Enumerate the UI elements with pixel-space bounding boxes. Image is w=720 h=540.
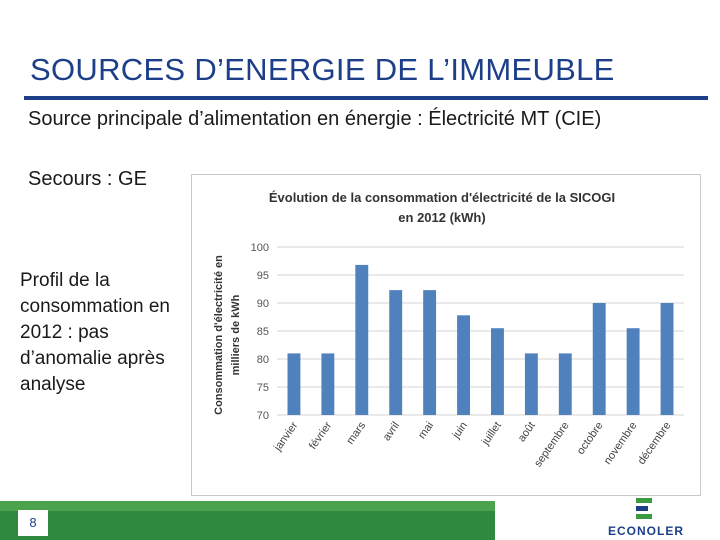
slide-title: SOURCES D’ENERGIE DE L’IMMEUBLE <box>30 52 615 87</box>
footer-bar-accent <box>0 501 495 511</box>
chart-bar <box>558 353 572 415</box>
energy-source-text: Source principale d’alimentation en éner… <box>28 108 602 130</box>
chart-xtick-label: juin <box>450 420 470 442</box>
chart-ytick-label: 100 <box>251 242 269 254</box>
chart-xtick-label: novembre <box>602 420 640 467</box>
chart-bar <box>355 264 369 415</box>
chart-bar <box>423 290 437 415</box>
chart-canvas: Évolution de la consommation d'électrici… <box>213 190 684 469</box>
econoler-logo: ECONOLER <box>580 496 710 540</box>
title-divider <box>24 96 708 100</box>
chart-ytick-label: 95 <box>257 270 269 282</box>
chart-bar <box>524 353 538 415</box>
consumption-chart: Évolution de la consommation d'électrici… <box>191 174 701 496</box>
chart-ytick-label: 90 <box>257 298 269 310</box>
chart-bar <box>287 353 301 415</box>
chart-ylabel-line: Consommation d'électricité en <box>213 255 225 415</box>
logo-text: ECONOLER <box>607 524 684 538</box>
chart-ytick-label: 80 <box>257 354 269 366</box>
chart-xtick-label: septembre <box>532 420 572 469</box>
chart-title-line: Évolution de la consommation d'électrici… <box>269 190 615 205</box>
chart-bar <box>592 303 606 415</box>
chart-title-line: en 2012 (kWh) <box>398 210 485 225</box>
page-number: 8 <box>18 510 48 536</box>
chart-xtick-label: mai <box>416 420 436 441</box>
chart-ytick-label: 70 <box>257 410 269 422</box>
chart-xtick-label: août <box>516 420 538 444</box>
chart-bar <box>660 303 674 415</box>
chart-bar <box>389 290 403 415</box>
chart-bar <box>626 328 640 415</box>
chart-xtick-label: juillet <box>479 420 504 448</box>
backup-source-text: Secours : GE <box>28 168 147 190</box>
chart-ytick-label: 85 <box>257 326 269 338</box>
chart-bar <box>491 328 504 415</box>
chart-xtick-label: janvier <box>271 420 300 455</box>
logo-mark-icon <box>636 498 652 519</box>
chart-xtick-label: décembre <box>636 420 674 467</box>
chart-bar <box>457 315 470 415</box>
chart-xtick-label: octobre <box>575 420 606 457</box>
chart-ylabel-line: milliers de kWh <box>230 294 242 375</box>
chart-bar <box>321 353 335 415</box>
chart-xtick-label: mars <box>344 419 368 446</box>
chart-ytick-label: 75 <box>257 382 269 394</box>
chart-xtick-label: février <box>307 420 335 452</box>
consumption-profile-note: Profil de la consommation en 2012 : pas … <box>20 270 170 395</box>
chart-xtick-label: avril <box>381 420 402 443</box>
